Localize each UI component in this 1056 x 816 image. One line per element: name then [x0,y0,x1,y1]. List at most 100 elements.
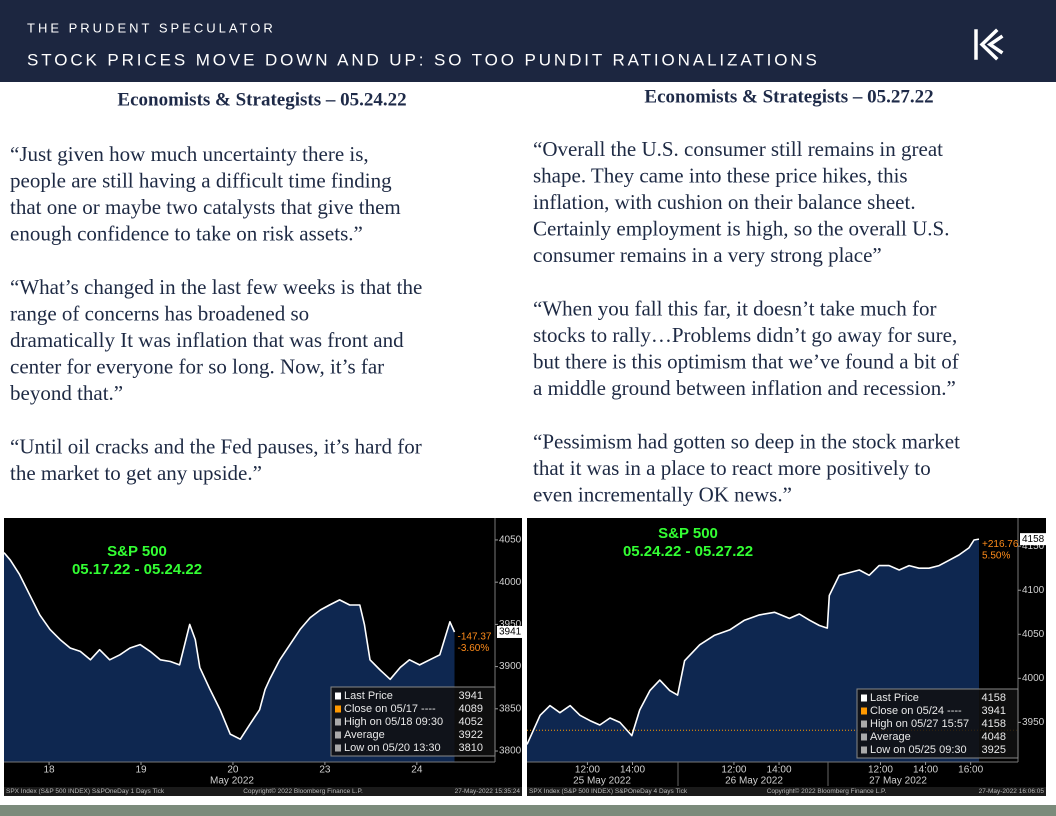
y-tick-label: 3900 [499,661,522,672]
price-line [526,538,980,745]
x-tick-label: 20 [227,765,239,776]
column-heading: Economists & Strategists – 05.24.22 [117,89,406,110]
legend-label: Last Price [870,692,919,704]
y-tick-label: 4100 [1022,585,1045,596]
quote-line: “Just given how much uncertainty there i… [10,142,369,166]
header-band [0,0,1056,82]
legend-value: 4158 [982,692,1006,704]
y-tick-label: 3850 [499,703,522,714]
quote-line: center for everyone for so long. Now, it… [10,354,384,378]
x-tick-label: 12:00 [868,765,893,776]
legend-box [856,688,1019,759]
legend-marker [335,744,341,752]
x-group-label: May 2022 [210,776,254,787]
quote-line: “Overall the U.S. consumer still remains… [533,137,943,161]
x-tick-label: 23 [319,765,331,776]
quote-line: “Pessimism had gotten so deep in the sto… [533,429,960,453]
legend-label: High on 05/27 15:57 [870,718,969,730]
y-tick-label: 4050 [1022,629,1045,640]
change-label: -147.37 [458,632,492,643]
legend-value: 3941 [982,705,1006,717]
y-tick-label: 3950 [1022,717,1045,728]
quote-line: “When you fall this far, it doesn’t take… [533,296,936,320]
footer-text: SPX Index (S&P 500 INDEX) S&POneDay 1 Da… [6,788,165,795]
quote-line: that it was in a place to react more pos… [533,456,931,480]
x-group-label: 25 May 2022 [573,776,631,787]
change-label: +216.76 [982,539,1019,550]
y-tick-label: 4050 [499,535,522,546]
slide-title: STOCK PRICES MOVE DOWN AND UP: SO TOO PU… [27,50,820,69]
quote-line: enough confidence to take on risk assets… [10,221,363,245]
logo [974,28,1004,61]
y-tick-label: 4000 [1022,673,1045,684]
legend-label: Average [344,729,385,741]
quote-line: range of concerns has broadened so [10,301,309,325]
x-tick-label: 14:00 [767,765,792,776]
legend-value: 3922 [459,729,483,741]
x-group-label: 26 May 2022 [725,776,783,787]
x-tick-label: 14:00 [913,765,938,776]
legend-marker [335,705,341,713]
legend-marker [335,718,341,726]
footer-text: Copyright© 2022 Bloomberg Finance L.P. [767,787,887,795]
footer-text: 27-May-2022 16:06:05 [979,788,1045,795]
legend-marker [335,692,341,700]
legend-marker [861,720,867,728]
legend-value: 4052 [459,716,483,728]
quote-line: dramatically It was inflation that was f… [10,328,404,352]
x-tick-label: 19 [135,765,147,776]
y-tick-label: 4150 [1022,541,1045,552]
chart-subtitle: 05.17.22 - 05.24.22 [72,561,202,578]
quote-line: that one or maybe two catalysts that giv… [10,195,401,219]
legend-value: 3925 [982,744,1006,756]
quote-line: “Until oil cracks and the Fed pauses, it… [10,434,422,458]
quote-line: beyond that.” [10,381,123,405]
quote-line: stocks to rally…Problems didn’t go away … [533,323,957,347]
change-label: -3.60% [458,643,490,654]
x-tick-label: 12:00 [721,765,746,776]
quote-line: even incrementally OK news.” [533,482,792,506]
footer-text: 27-May-2022 15:35:24 [455,788,521,795]
legend-marker [861,707,867,715]
x-tick-label: 14:00 [620,765,645,776]
legend-label: Last Price [344,690,393,702]
chart-footer [527,787,1046,796]
quote-line: but there is this optimism that we’ve fo… [533,349,959,373]
legend-value: 3810 [459,742,483,754]
legend-value: 3941 [459,690,483,702]
legend-label: High on 05/18 09:30 [344,716,443,728]
y-tick-label: 3950 [499,619,522,630]
legend-label: Close on 05/17 ---- [344,703,436,715]
x-tick-label: 12:00 [575,765,600,776]
footer-text: SPX Index (S&P 500 INDEX) S&POneDay 4 Da… [529,788,688,795]
quote-line: “What’s changed in the last few weeks is… [10,275,422,299]
legend-label: Close on 05/24 ---- [870,705,962,717]
quote-line: people are still having a difficult time… [10,168,392,192]
quote-line: consumer remains in a very strong place” [533,243,882,267]
legend-label: Average [870,731,911,743]
legend-marker [861,694,867,702]
footer-text: Copyright© 2022 Bloomberg Finance L.P. [243,787,363,795]
legend-label: Low on 05/20 13:30 [344,742,441,754]
quote-line: shape. They came into these price hikes,… [533,163,908,187]
y-tick-label: 4000 [499,577,522,588]
last-price-tag [497,625,522,638]
legend-value: 4089 [459,703,483,715]
x-tick-label: 18 [43,765,55,776]
chart-subtitle: 05.24.22 - 05.27.22 [623,543,753,560]
quote-line: inflation, with cushion on their balance… [533,190,916,214]
quote-line: the market to get any upside.” [10,461,262,485]
legend-value: 4048 [982,731,1006,743]
chart-title: S&P 500 [658,525,718,542]
legend-box [330,686,496,757]
x-group-label: 27 May 2022 [869,776,927,787]
last-price-value: 3941 [499,627,522,638]
legend-marker [861,746,867,754]
chart: 3800 3850 3900 3950 4000 4050 18 19 20 23 24 May 20… [3,518,522,796]
chart: 3950 4000 4050 4100 4150 12:00 14:00 12:00 14:00… [526,518,1046,796]
price-line [3,552,456,740]
column-heading: Economists & Strategists – 05.27.22 [644,86,933,107]
chart-footer [4,787,522,796]
legend-marker [861,733,867,741]
